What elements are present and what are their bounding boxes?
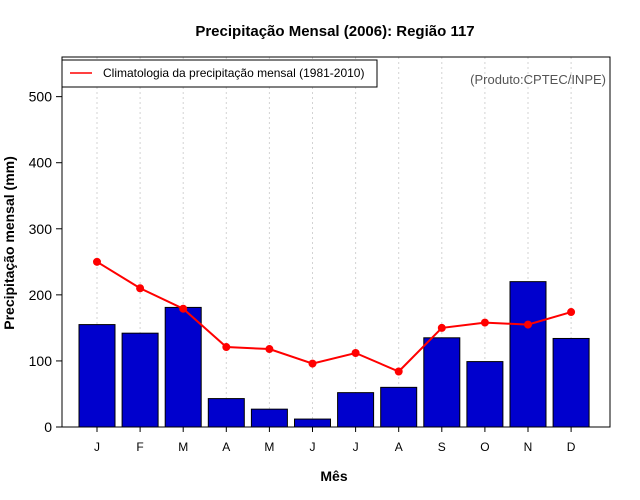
x-tick-label: A (395, 440, 403, 454)
bar-series (78, 281, 590, 428)
x-tick-label: N (524, 440, 533, 454)
chart-title: Precipitação Mensal (2006): Região 117 (195, 23, 474, 40)
precip-bar (207, 398, 245, 428)
climatology-point (136, 284, 145, 293)
climatology-point (222, 343, 231, 352)
climatology-point (567, 308, 576, 317)
y-tick-label: 400 (29, 155, 53, 171)
x-tick-label: J (94, 440, 100, 454)
precip-bar (121, 332, 159, 428)
y-tick-label: 200 (29, 287, 53, 303)
x-axis-label: Mês (320, 468, 347, 484)
precip-bar (337, 392, 375, 428)
y-tick-label: 100 (29, 353, 53, 369)
x-tick-label: J (353, 440, 359, 454)
climatology-point (93, 257, 101, 266)
precip-bar (509, 281, 547, 428)
y-tick-label: 500 (29, 89, 53, 105)
precip-bar (466, 361, 504, 428)
axes: 0 100 200 300 400 500 J F M A M J J A S O N D (29, 89, 576, 454)
x-tick-label: A (222, 440, 230, 454)
climatology-line (96, 260, 572, 373)
climatology-series (93, 257, 576, 376)
y-tick-label: 300 (29, 221, 53, 237)
x-tick-label: D (567, 440, 576, 454)
climatology-point (394, 367, 403, 376)
legend-entry: Climatologia da precipitação mensal (198… (103, 66, 364, 80)
grid-lines (96, 57, 572, 427)
climatology-point (179, 304, 188, 313)
source-credit: (Produto:CPTEC/INPE) (470, 72, 606, 87)
plot-frame (61, 56, 611, 428)
legend: Climatologia da precipitação mensal (198… (61, 59, 378, 88)
x-tick-label: M (178, 440, 188, 454)
y-axis-label: Precipitação mensal (mm) (1, 156, 17, 330)
x-tick-label: J (310, 440, 316, 454)
climatology-point (308, 359, 317, 368)
x-tick-label: S (438, 440, 446, 454)
x-tick-label: F (136, 440, 143, 454)
precip-bar (380, 386, 418, 428)
precip-bar (423, 337, 461, 428)
climatology-point (351, 349, 360, 357)
x-tick-label: M (264, 440, 274, 454)
precip-bar (78, 324, 116, 428)
climatology-point (265, 345, 274, 354)
precip-bar (552, 337, 590, 428)
legend-box (61, 59, 378, 88)
climatology-point (480, 318, 489, 327)
precip-bar (164, 306, 202, 428)
y-tick-label: 0 (44, 419, 52, 435)
precip-bar (294, 418, 331, 428)
climatology-point (524, 320, 532, 329)
precip-bar (250, 408, 288, 428)
climatology-point (437, 323, 446, 332)
x-tick-label: O (480, 440, 489, 454)
